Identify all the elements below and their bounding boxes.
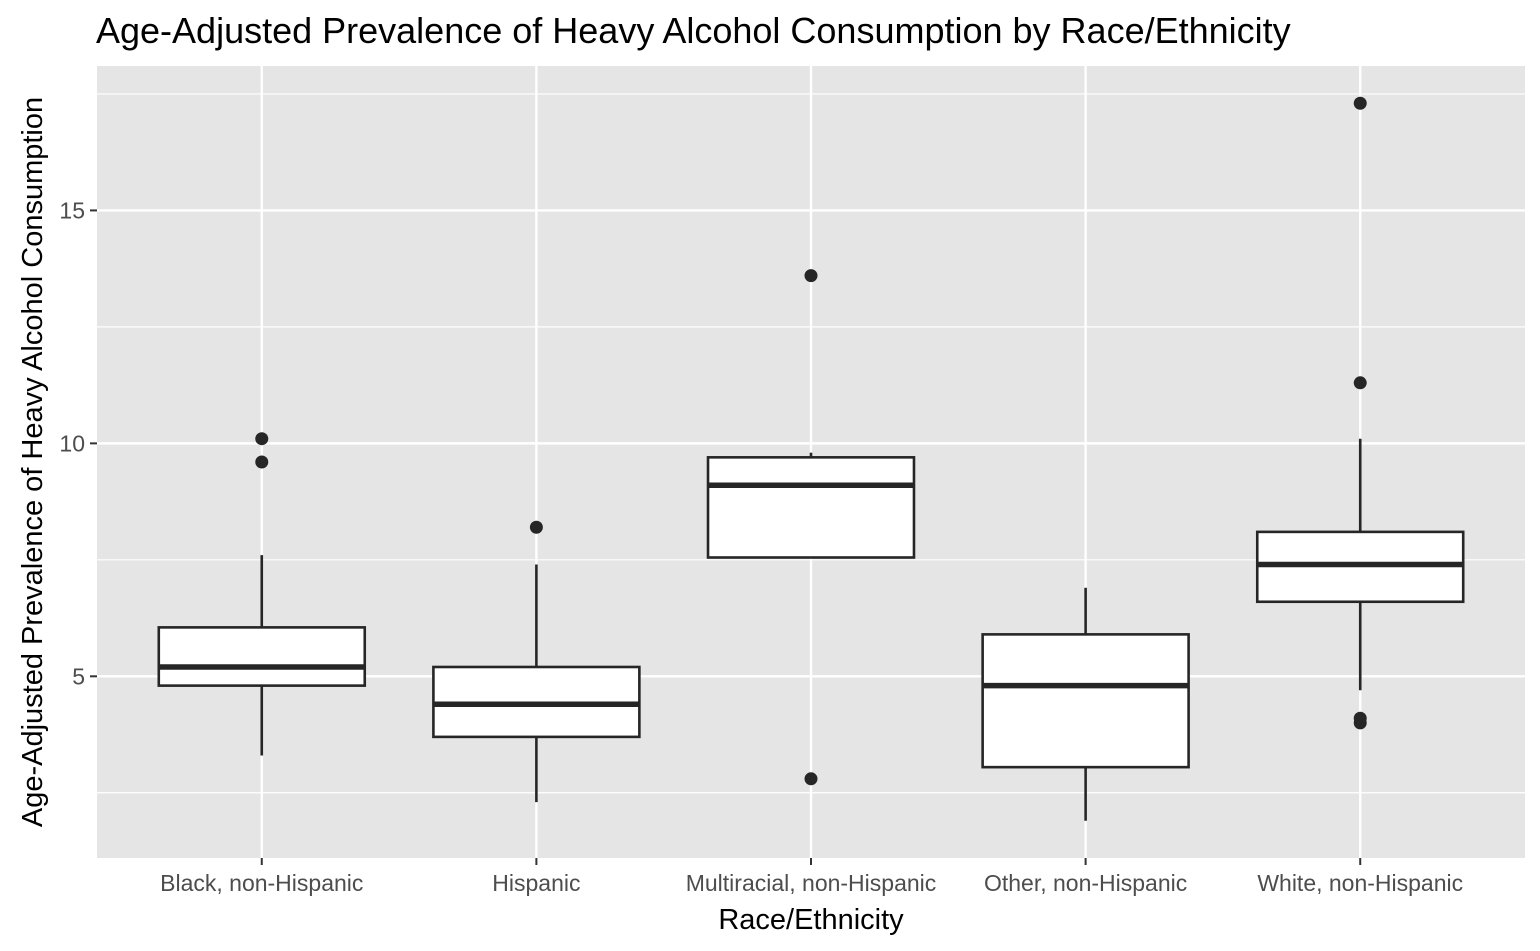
x-tick-label: Multiracial, non-Hispanic — [686, 870, 937, 896]
x-tick-label: Black, non-Hispanic — [160, 870, 363, 896]
outlier-point — [255, 456, 268, 469]
outlier-point — [805, 269, 818, 282]
box-iqr — [983, 634, 1189, 767]
y-axis: 5 10 15 — [59, 197, 97, 689]
outlier-point — [1354, 376, 1367, 389]
y-axis-title: Age-Adjusted Prevalence of Heavy Alcohol… — [17, 97, 49, 827]
x-tick-label: Hispanic — [492, 870, 580, 896]
x-axis: Black, non-Hispanic Hispanic Multiracial, … — [160, 858, 1463, 896]
outlier-point — [1354, 712, 1367, 725]
y-tick-label: 5 — [72, 663, 85, 689]
outlier-point — [1354, 97, 1367, 110]
outlier-point — [530, 521, 543, 534]
outlier-point — [805, 772, 818, 785]
chart-title: Age-Adjusted Prevalence of Heavy Alcohol… — [96, 10, 1291, 51]
y-tick-label: 10 — [59, 430, 85, 456]
x-tick-label: Other, non-Hispanic — [984, 870, 1187, 896]
box-iqr — [708, 457, 914, 557]
box-iqr — [159, 627, 365, 685]
y-tick-label: 15 — [59, 197, 85, 223]
x-tick-label: White, non-Hispanic — [1257, 870, 1463, 896]
x-axis-title: Race/Ethnicity — [718, 904, 904, 936]
outlier-point — [255, 432, 268, 445]
